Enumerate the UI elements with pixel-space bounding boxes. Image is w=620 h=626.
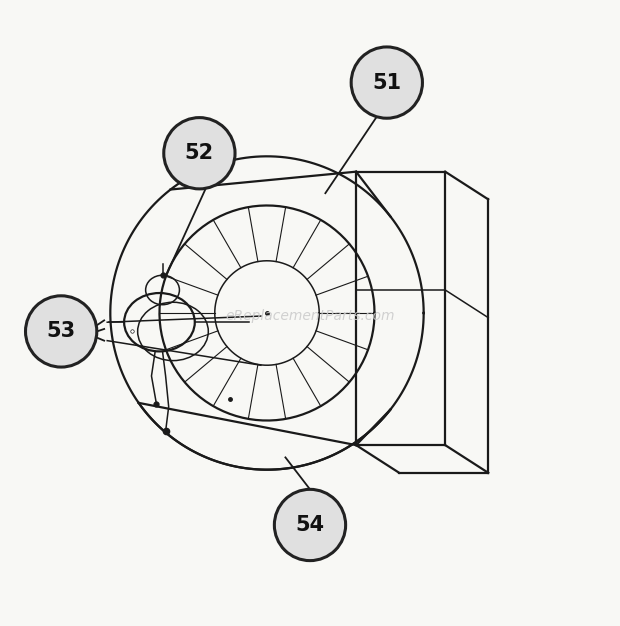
Text: 51: 51	[372, 73, 401, 93]
Circle shape	[275, 490, 345, 561]
Text: 52: 52	[185, 143, 214, 163]
Circle shape	[25, 296, 97, 367]
Circle shape	[351, 47, 422, 118]
Text: 53: 53	[46, 321, 76, 341]
Text: 54: 54	[296, 515, 324, 535]
Circle shape	[164, 118, 235, 189]
Text: eReplacementParts.com: eReplacementParts.com	[225, 309, 395, 323]
